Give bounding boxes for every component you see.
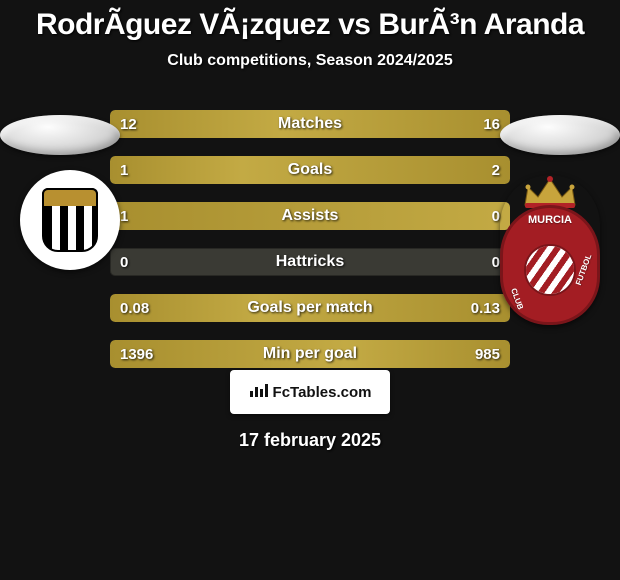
crest-right-label-right: FUTBOL bbox=[573, 253, 593, 287]
date-text: 17 february 2025 bbox=[0, 430, 620, 451]
crest-left-band bbox=[42, 188, 98, 206]
stat-row: Assists10 bbox=[110, 202, 510, 230]
subtitle: Club competitions, Season 2024/2025 bbox=[0, 52, 620, 70]
player-right-avatar bbox=[500, 115, 620, 155]
crest-right-inner bbox=[524, 244, 576, 296]
club-crest-right: MURCIA CLUB FUTBOL bbox=[500, 175, 600, 325]
page-title: RodrÃ­guez VÃ¡zquez vs BurÃ³n Aranda bbox=[0, 0, 620, 42]
stat-label: Goals bbox=[110, 156, 510, 184]
stat-row: Hattricks00 bbox=[110, 248, 510, 276]
crest-right-label-left: CLUB bbox=[509, 287, 525, 311]
player-left-avatar bbox=[0, 115, 120, 155]
crest-right-stripes bbox=[526, 246, 574, 294]
crest-right-label-top: MURCIA bbox=[528, 214, 572, 226]
stat-value-left: 0.08 bbox=[110, 294, 159, 322]
stat-value-right: 0.13 bbox=[461, 294, 510, 322]
stat-row: Min per goal1396 985 bbox=[110, 340, 510, 368]
stat-value-right: 2 bbox=[482, 156, 510, 184]
stat-label: Assists bbox=[110, 202, 510, 230]
stat-label: Matches bbox=[110, 110, 510, 138]
stats-container: Matches1216 Goals1 2 Assists10 Hattricks00 Go… bbox=[110, 110, 510, 386]
stat-value-left: 0 bbox=[110, 248, 138, 276]
stat-label: Hattricks bbox=[110, 248, 510, 276]
stat-label: Goals per match bbox=[110, 294, 510, 322]
crown-icon bbox=[520, 175, 580, 209]
crest-left-bg bbox=[24, 174, 116, 266]
stat-value-left: 1 bbox=[110, 156, 138, 184]
stat-value-right: 985 bbox=[465, 340, 510, 368]
stat-value-left: 1396 bbox=[110, 340, 163, 368]
stat-row: Goals per match0.08 0.13 bbox=[110, 294, 510, 322]
stat-label: Min per goal bbox=[110, 340, 510, 368]
crest-right-body: MURCIA CLUB FUTBOL bbox=[500, 205, 600, 325]
stat-row: Matches1216 bbox=[110, 110, 510, 138]
stat-row: Goals1 2 bbox=[110, 156, 510, 184]
brand-text: FcTables.com bbox=[273, 384, 372, 401]
club-crest-left bbox=[20, 170, 120, 270]
